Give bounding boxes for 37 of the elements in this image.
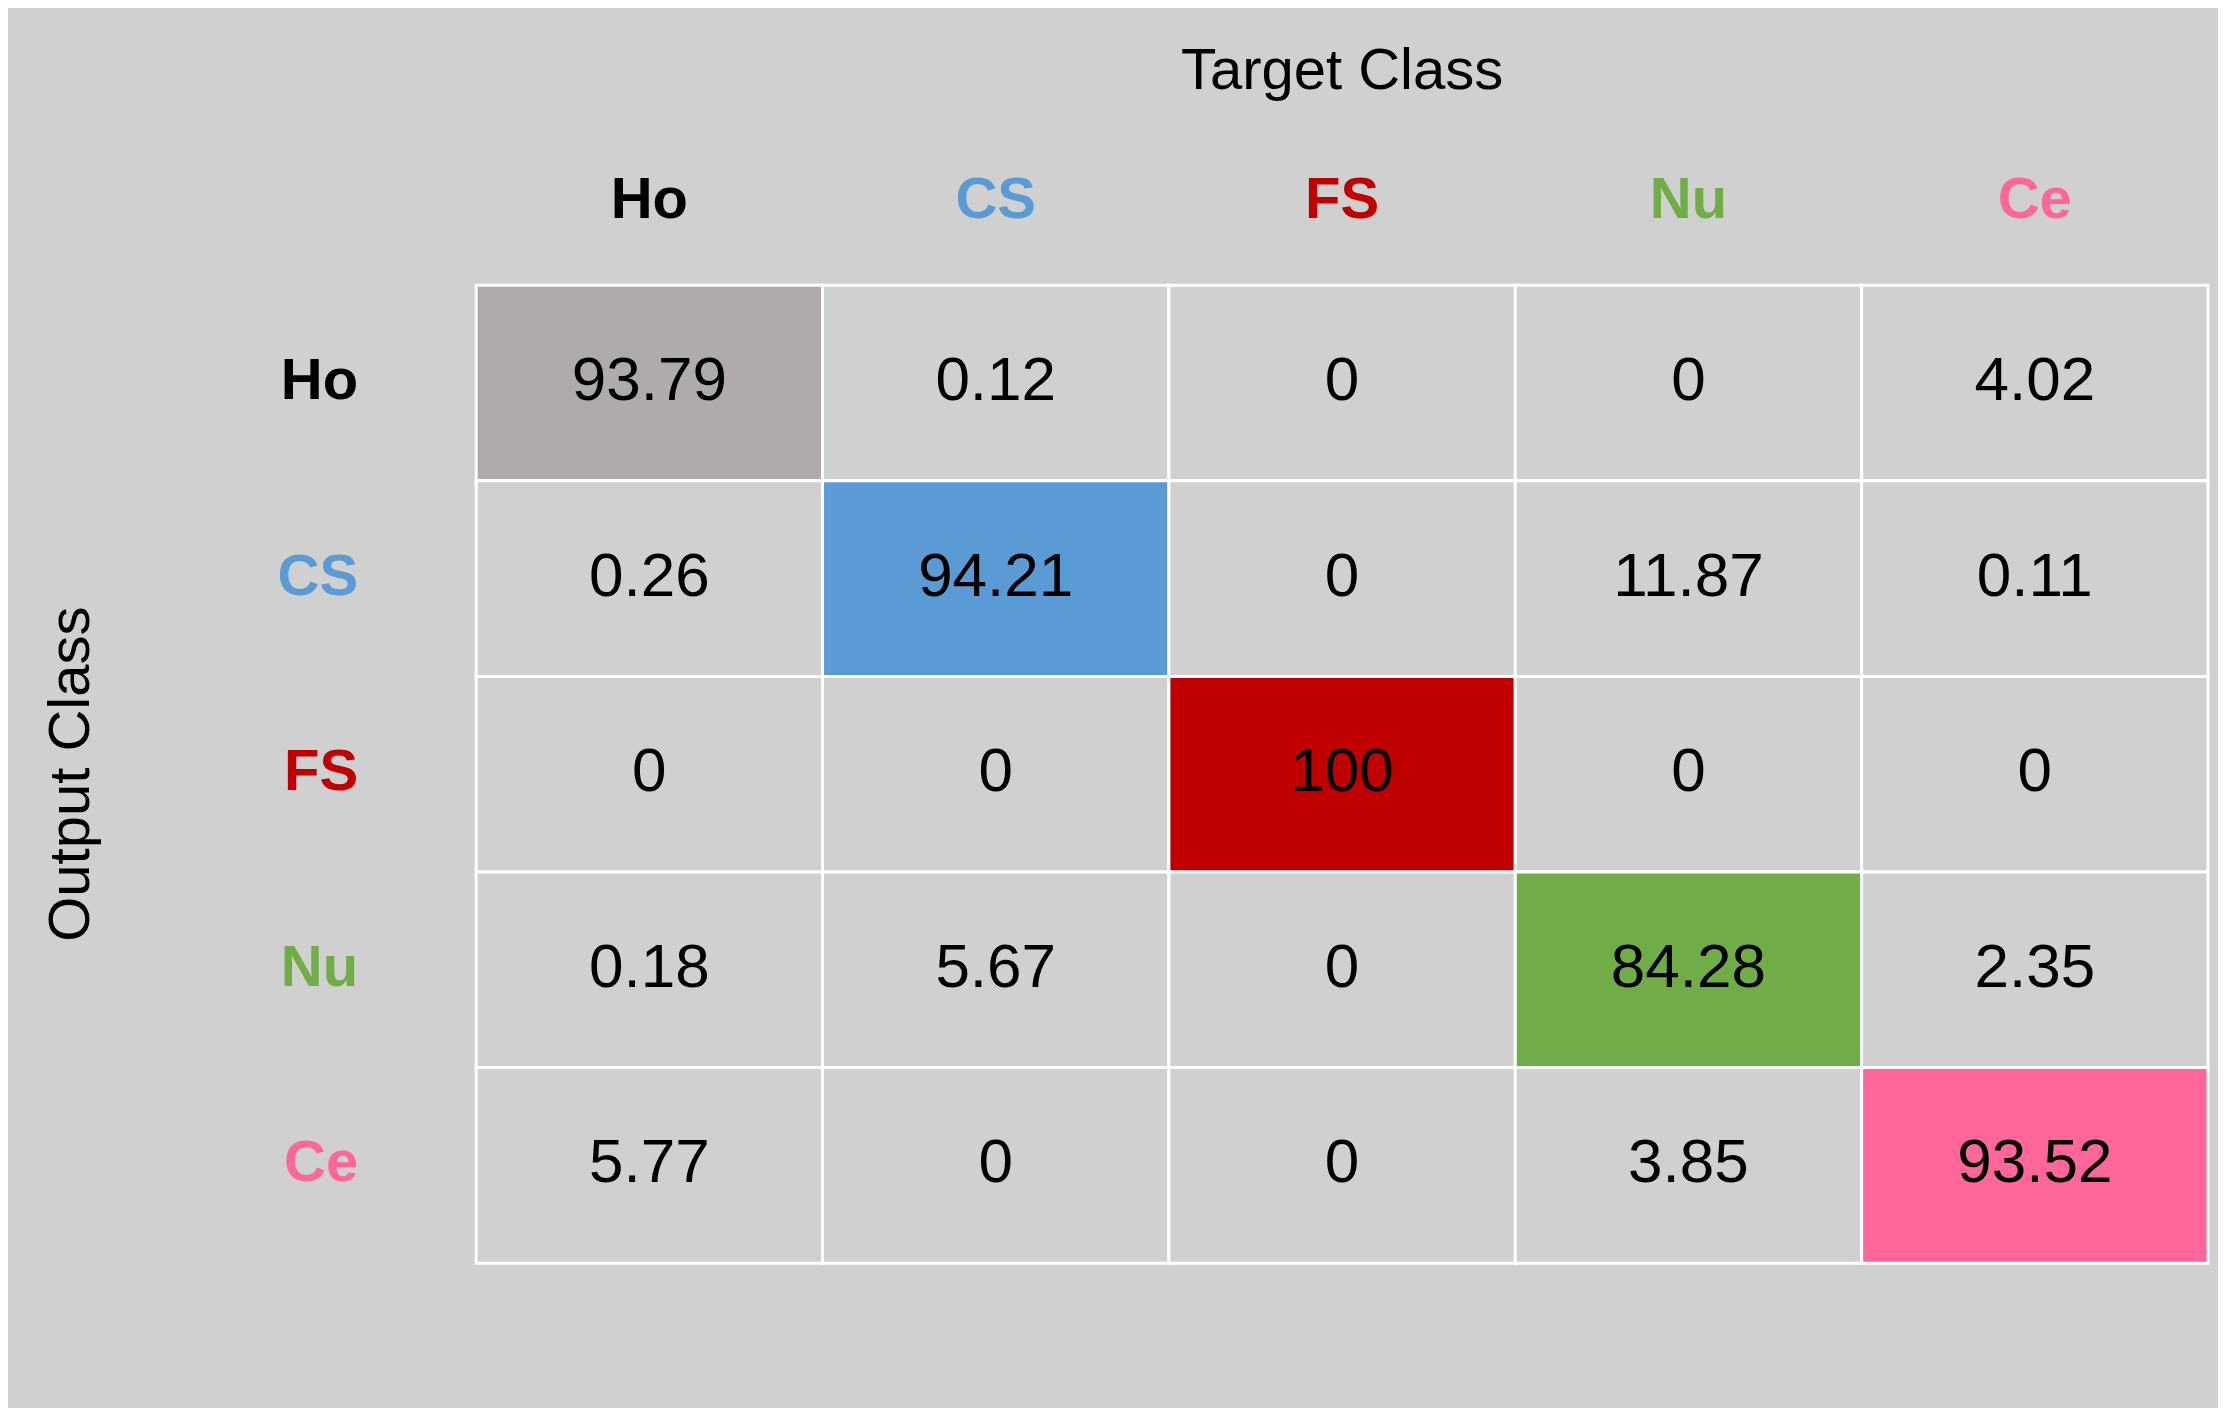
x-axis-title: Target Class (1180, 35, 1504, 101)
data-label: 4.02 (1974, 344, 2096, 414)
data-label: 84.28 (1610, 930, 1767, 1000)
data-label: 0 (1324, 1126, 1360, 1196)
x-tick-label: Ho (610, 165, 689, 231)
y-tick-label: CS (277, 541, 359, 607)
y-tick-label: Ce (284, 1128, 359, 1194)
data-label: 0 (1671, 344, 1706, 414)
data-label: 0 (632, 735, 667, 805)
data-label: 0.11 (1976, 539, 2093, 609)
data-label: 0 (978, 1126, 1013, 1196)
data-label: 5.67 (935, 930, 1057, 1000)
data-label: 94.21 (918, 539, 1074, 609)
y-tick-label: Nu (280, 932, 359, 998)
x-tick-label: CS (955, 165, 1037, 231)
data-label: 3.85 (1628, 1126, 1749, 1196)
y-tick-label: FS (284, 737, 359, 803)
data-label: 0.26 (589, 539, 710, 609)
data-label: 93.79 (571, 344, 727, 414)
data-label: 11.87 (1613, 539, 1764, 609)
data-label: 0.18 (589, 930, 710, 1000)
data-label: 2.35 (1974, 930, 2096, 1000)
data-label: 0 (1324, 930, 1360, 1000)
data-label: 0 (1671, 735, 1706, 805)
y-tick-label: Ho (280, 346, 359, 411)
data-label: 0 (978, 735, 1013, 805)
data-label: 100 (1290, 735, 1394, 805)
data-label: 0 (1324, 344, 1360, 414)
data-label: 93.52 (1957, 1126, 2113, 1196)
data-label: 0.12 (935, 344, 1057, 414)
x-tick-label: FS (1305, 165, 1380, 231)
y-axis-title: Output Class (35, 606, 101, 942)
x-tick-label: Nu (1649, 165, 1728, 231)
data-label: 0 (1324, 539, 1360, 609)
data-label: 5.77 (589, 1126, 710, 1196)
data-label: 0 (2017, 735, 2053, 805)
x-tick-label: Ce (1997, 165, 2072, 231)
